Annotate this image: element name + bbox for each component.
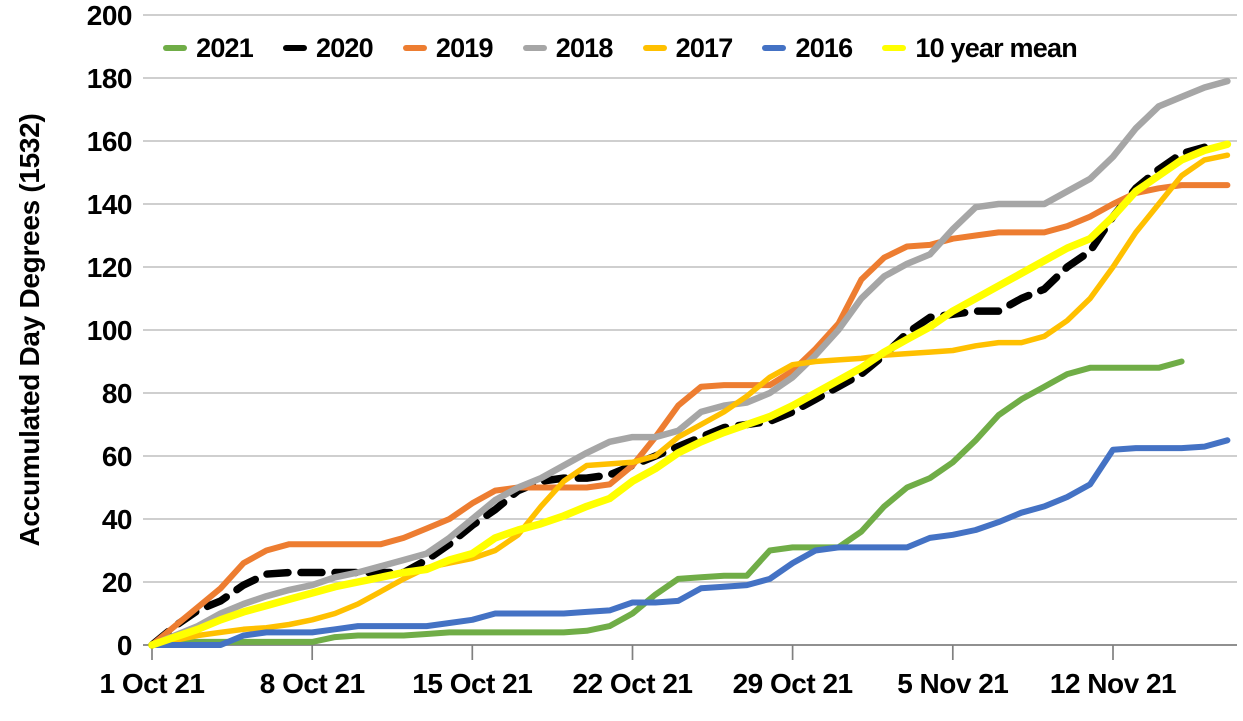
series-line-2019	[149, 182, 1231, 648]
legend-label-2021: 2021	[196, 32, 254, 63]
y-tick-label: 180	[87, 63, 132, 94]
legend-item-2019: 2019	[402, 32, 494, 64]
y-tick-label: 80	[102, 378, 132, 409]
series-line-2016	[149, 437, 1231, 648]
legend-label-2019: 2019	[435, 32, 494, 63]
legend-item-mean10: 10 year mean	[882, 32, 1078, 64]
y-tick-label: 60	[102, 441, 132, 472]
legend-marker-2020	[282, 45, 307, 51]
y-tick-label: 160	[87, 126, 132, 157]
x-tick-label: 29 Oct 21	[733, 668, 853, 699]
legend: 2021 2020 2019 2018 2017 2016 10 year mean	[95, 30, 1145, 66]
series-line-2018	[148, 77, 1231, 649]
legend-label-2018: 2018	[555, 32, 614, 63]
legend-marker-2018	[522, 45, 547, 51]
y-axis-title: Accumulated Day Degrees (1532)	[14, 113, 45, 547]
legend-label-2017: 2017	[675, 32, 734, 63]
y-tick-label: 200	[87, 0, 132, 31]
y-tick-label: 20	[102, 567, 132, 598]
series-line-2020	[148, 143, 1209, 649]
series-line-mean10	[148, 140, 1232, 649]
legend-marker-2017	[642, 45, 667, 51]
legend-marker-2021	[163, 45, 188, 51]
y-tick-label: 140	[87, 189, 132, 220]
x-tick-label: 22 Oct 21	[572, 668, 692, 699]
x-tick-label: 12 Nov 21	[1050, 668, 1176, 699]
y-tick-label: 100	[87, 315, 132, 346]
legend-marker-mean10	[882, 45, 907, 51]
x-tick-label: 1 Oct 21	[100, 668, 205, 699]
series-line-2017	[149, 152, 1231, 648]
legend-item-2018: 2018	[522, 32, 614, 64]
x-tick-label: 5 Nov 21	[897, 668, 1008, 699]
x-tick-label: 8 Oct 21	[260, 668, 365, 699]
legend-marker-2016	[762, 45, 787, 51]
legend-item-2020: 2020	[282, 32, 374, 64]
legend-label-2020: 2020	[315, 32, 374, 63]
x-tick-label: 15 Oct 21	[412, 668, 532, 699]
y-tick-label: 0	[117, 630, 132, 661]
y-tick-label: 120	[87, 252, 132, 283]
legend-label-mean10: 10 year mean	[915, 32, 1077, 63]
legend-item-2021: 2021	[163, 32, 254, 64]
legend-marker-2019	[402, 45, 427, 51]
y-tick-label: 40	[102, 504, 132, 535]
legend-label-2016: 2016	[795, 32, 853, 63]
legend-item-2016: 2016	[762, 32, 853, 64]
series-line-2021	[149, 358, 1185, 648]
legend-item-2017: 2017	[642, 32, 734, 64]
